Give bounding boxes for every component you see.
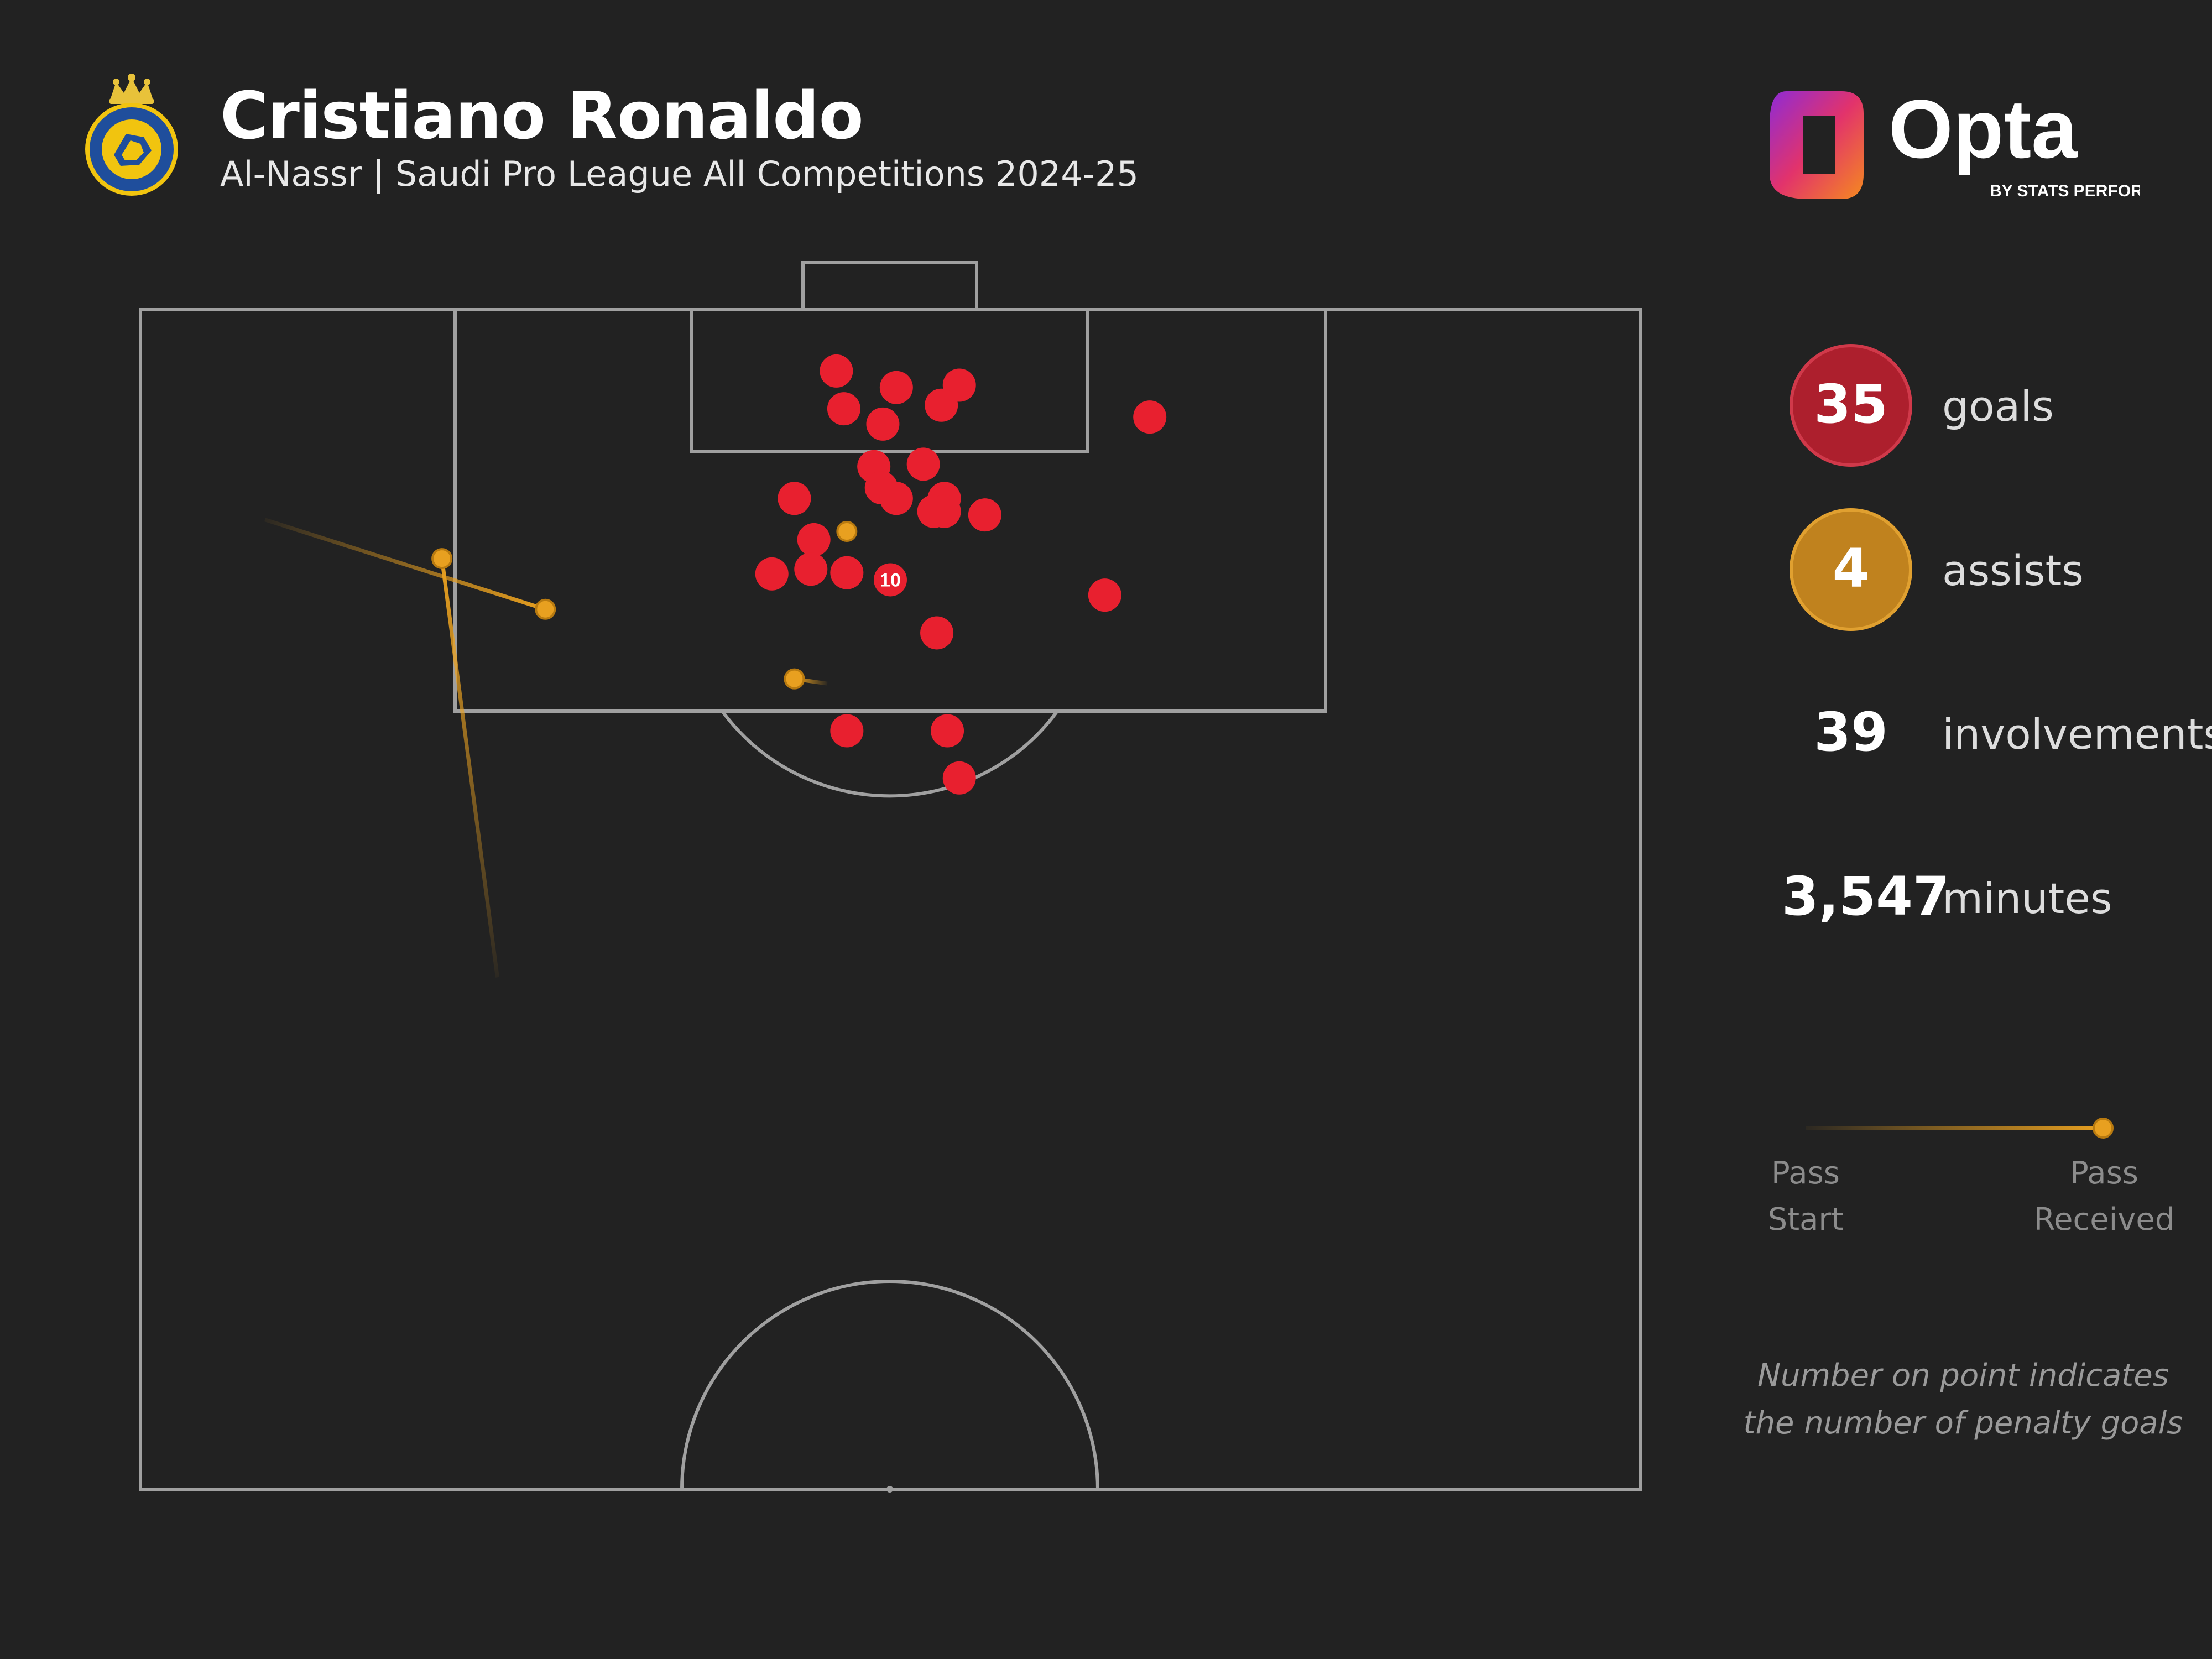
- goal-point: [879, 482, 913, 515]
- legend-pass-received-dot: [2093, 1118, 2114, 1139]
- assist-received-point: [535, 598, 556, 620]
- assist-received-point: [784, 668, 805, 690]
- penalty-goal-point: [874, 563, 907, 597]
- goal-point: [794, 552, 828, 586]
- penalty-note-line1: Number on point indicates: [1757, 1358, 2169, 1394]
- goal-point: [927, 494, 961, 528]
- legend-pass-start-line2: Start: [1767, 1202, 1844, 1238]
- goal-point: [968, 498, 1001, 532]
- pitch-lines: [139, 261, 1642, 1493]
- minutes-label: minutes: [1942, 874, 2112, 923]
- involvements-value: 39: [1814, 701, 1888, 763]
- goal-point: [830, 556, 864, 589]
- centre-spot: [886, 1486, 893, 1493]
- assists-circle: [1790, 508, 1912, 631]
- penalty-goal-count: 10: [880, 570, 901, 591]
- penalty-note-line2: the number of penalty goals: [1743, 1405, 2183, 1441]
- legend-line: [1806, 1126, 2103, 1130]
- goal-point: [931, 714, 964, 748]
- goals-value: 35: [1814, 373, 1888, 435]
- goals-label: goals: [1942, 382, 2054, 431]
- legend-pass-received-line2: Received: [2033, 1202, 2175, 1238]
- opta-logo-icon: Opta BY STATS PERFORM: [1770, 86, 2140, 200]
- assist-received-point: [431, 548, 453, 570]
- goal-point: [778, 482, 811, 515]
- goal-point: [920, 616, 954, 650]
- goal-point: [906, 447, 940, 481]
- subtitle: Al-Nassr | Saudi Pro League All Competit…: [220, 154, 1139, 194]
- club-badge-icon: [85, 74, 178, 196]
- goal-layer: 10: [755, 354, 1167, 795]
- assist-received-point: [836, 521, 858, 542]
- assist-layer: [264, 518, 858, 978]
- involvements-label: involvements: [1942, 709, 2212, 759]
- goal-point: [820, 354, 853, 388]
- goal-point: [1133, 400, 1167, 434]
- six-yard-box: [690, 308, 1089, 453]
- goal-point: [830, 714, 864, 748]
- player-name: Cristiano Ronaldo: [220, 77, 864, 154]
- goal-point: [1088, 578, 1121, 612]
- legend-pass-received-line1: Pass: [2070, 1155, 2138, 1191]
- goals-circle: [1790, 344, 1912, 467]
- goal-point: [866, 407, 900, 441]
- goal-point: [925, 388, 958, 422]
- penalty-note: Number on point indicates the number of …: [1742, 1352, 2184, 1447]
- assists-value: 4: [1832, 538, 1870, 599]
- goal-point: [827, 392, 860, 426]
- assist-pass-line: [264, 518, 546, 612]
- goal-point: [797, 523, 831, 556]
- penalty-arc: [721, 710, 1059, 798]
- legend-pass-received: Pass Received: [2013, 1150, 2195, 1243]
- assist-pass-line: [440, 558, 499, 978]
- brand-tagline: BY STATS PERFORM: [1990, 182, 2140, 200]
- centre-circle-arc: [680, 1280, 1099, 1490]
- brand-name: Opta: [1888, 86, 2078, 175]
- goal-point: [942, 761, 976, 795]
- goal-point: [755, 557, 789, 591]
- legend-pass-start-line1: Pass: [1771, 1155, 1840, 1191]
- assists-label: assists: [1942, 546, 2084, 595]
- legend-pass-start: Pass Start: [1736, 1150, 1875, 1243]
- goal-point: [879, 371, 913, 404]
